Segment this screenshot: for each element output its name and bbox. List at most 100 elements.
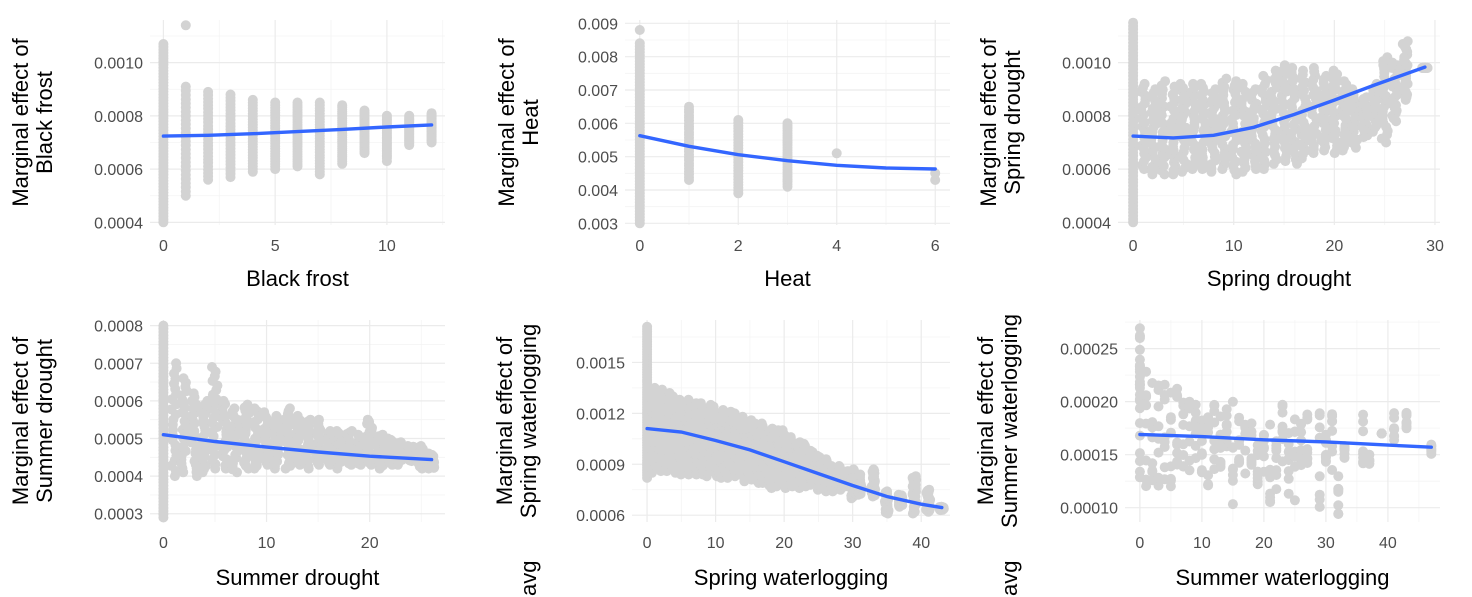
data-point — [1277, 399, 1288, 410]
data-point — [404, 110, 415, 121]
points-heat — [634, 25, 941, 229]
x-tick-label: 2 — [734, 238, 743, 255]
data-point — [695, 398, 706, 409]
data-point — [1277, 421, 1288, 432]
y-axis-label-line: Summer waterlogging — [997, 314, 1022, 528]
data-point — [178, 373, 189, 384]
data-point — [1314, 408, 1325, 419]
y-axis-label-line: Marginal effect of — [976, 37, 1001, 206]
data-point — [1258, 70, 1269, 81]
x-tick-label: 10 — [378, 238, 396, 255]
data-point — [1246, 418, 1257, 429]
data-point — [674, 394, 685, 405]
data-point — [1358, 416, 1369, 427]
data-point — [1314, 422, 1325, 433]
data-point — [259, 407, 270, 418]
x-tick-label: 20 — [361, 535, 379, 552]
data-point — [1364, 449, 1375, 460]
data-point — [910, 471, 921, 482]
y-tick-label: 0.0005 — [94, 431, 143, 448]
data-point — [1387, 57, 1398, 68]
data-point — [1389, 408, 1400, 419]
y-axis-label-cut: avg — [997, 561, 1022, 596]
data-point — [1240, 445, 1251, 456]
data-point — [1358, 409, 1369, 420]
data-point — [1153, 401, 1164, 412]
data-point — [1237, 78, 1248, 89]
data-point — [1271, 484, 1282, 495]
data-point — [1376, 428, 1387, 439]
data-point — [1333, 486, 1344, 497]
data-point — [1265, 419, 1276, 430]
y-tick-label: 0.0008 — [94, 319, 143, 336]
x-axis-label: Summer waterlogging — [1176, 565, 1390, 590]
data-point — [1283, 473, 1294, 484]
fit-line-summer-drought — [161, 433, 434, 462]
data-point — [402, 441, 413, 451]
data-point — [1210, 84, 1221, 95]
data-point — [1339, 76, 1350, 87]
data-point — [381, 110, 392, 121]
data-point — [1283, 488, 1294, 499]
y-axis-label-line: Heat — [518, 99, 543, 145]
data-point — [1314, 471, 1325, 482]
fit-line-spring-waterlogging — [645, 426, 944, 510]
data-point — [1215, 459, 1226, 469]
x-tick-label: 40 — [912, 535, 930, 552]
data-point — [1333, 471, 1344, 482]
data-point — [270, 97, 281, 108]
data-point — [426, 108, 437, 119]
data-point — [1327, 465, 1338, 475]
y-tick-label: 0.0004 — [94, 469, 143, 486]
data-point — [1258, 443, 1269, 454]
x-tick-label: 10 — [1193, 535, 1211, 552]
data-point — [930, 168, 941, 179]
data-point — [1240, 468, 1251, 479]
x-axis-label: Spring waterlogging — [694, 565, 888, 590]
data-point — [821, 454, 832, 465]
data-point — [868, 464, 879, 475]
x-tick-label: 4 — [832, 238, 841, 255]
y-tick-label: 0.00010 — [1060, 501, 1118, 518]
y-axis-label: Marginal effect ofSpring drought — [976, 37, 1025, 206]
data-point — [1314, 501, 1325, 512]
data-point — [423, 448, 434, 459]
data-point — [207, 362, 217, 372]
data-point — [729, 408, 740, 419]
data-point — [1401, 417, 1412, 428]
data-point — [831, 148, 842, 159]
data-point — [1141, 481, 1152, 492]
y-axis-label-line: Marginal effect of — [973, 336, 998, 505]
data-point — [1327, 409, 1338, 420]
x-tick-label: 0 — [1129, 238, 1138, 255]
data-point — [1308, 62, 1319, 73]
data-point — [359, 105, 370, 116]
data-point — [1188, 78, 1199, 89]
data-point — [1128, 17, 1139, 28]
x-axis-label: Black frost — [246, 266, 349, 291]
data-point — [314, 97, 325, 108]
data-point — [1159, 394, 1170, 405]
data-point — [1333, 508, 1344, 519]
data-point — [924, 484, 935, 495]
data-point — [1190, 407, 1201, 418]
x-axis-label: Spring drought — [1207, 266, 1351, 291]
y-axis-label-line: Spring drought — [1000, 50, 1025, 194]
data-point — [1270, 65, 1281, 76]
data-point — [1221, 420, 1232, 431]
y-axis-label-line: Summer drought — [32, 339, 57, 503]
x-tick-label: 10 — [258, 535, 276, 552]
x-tick-label: 10 — [707, 535, 725, 552]
data-point — [756, 418, 767, 429]
data-point — [1265, 497, 1276, 508]
data-point — [381, 156, 392, 167]
data-point — [733, 115, 744, 125]
y-tick-label: 0.0008 — [94, 109, 143, 126]
y-tick-label: 0.006 — [578, 116, 618, 133]
points-black-frost — [158, 20, 437, 228]
y-axis-label-line: Spring waterlogging — [516, 324, 541, 518]
data-point — [1287, 62, 1298, 73]
data-point — [292, 410, 303, 421]
x-tick-label: 0 — [643, 535, 652, 552]
